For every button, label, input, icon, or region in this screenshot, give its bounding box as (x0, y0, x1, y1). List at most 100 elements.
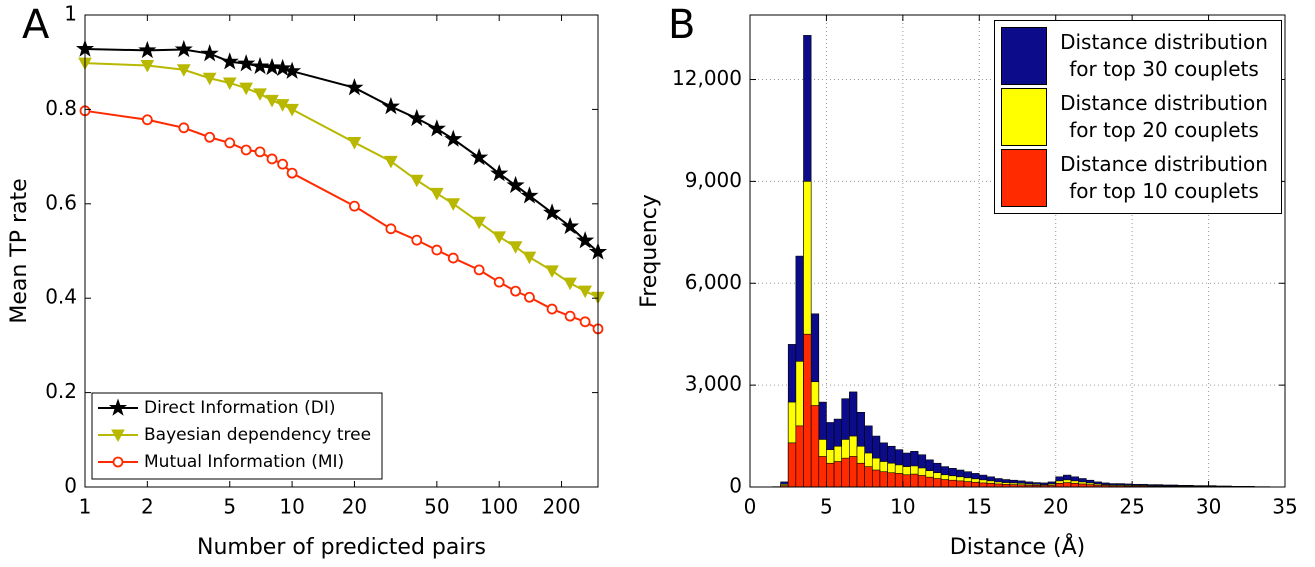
marker (470, 148, 489, 166)
marker (522, 251, 537, 265)
legend-entry: Distance distribution for top 10 couplet… (1001, 149, 1275, 207)
legend-label: Distance distribution for top 30 couplet… (1060, 30, 1268, 81)
x-tick-label: 2 (141, 495, 154, 519)
marker (576, 231, 595, 249)
marker (579, 316, 591, 328)
marker (543, 203, 562, 221)
y-axis-label: Frequency (637, 194, 662, 308)
y-tick-label: 9,000 (685, 168, 742, 192)
histogram-bar (978, 482, 988, 488)
legend-swatch (1001, 149, 1047, 207)
series-line (84, 109, 599, 330)
x-tick-label: 15 (967, 495, 992, 519)
y-tick-label: 3,000 (685, 372, 742, 396)
marker (273, 58, 292, 77)
histogram-bar (986, 482, 995, 488)
marker (262, 57, 282, 76)
histogram-bar (902, 474, 911, 488)
histogram-bar (871, 469, 881, 488)
y-tick-label: 12,000 (672, 66, 742, 90)
x-tick-label: 1 (79, 495, 92, 519)
marker (447, 252, 459, 264)
histogram-bar (795, 425, 804, 488)
histogram-bar (948, 479, 957, 488)
marker (345, 78, 364, 96)
marker (222, 77, 237, 91)
marker (492, 231, 507, 244)
marker (347, 136, 362, 150)
histogram-bar (910, 473, 919, 488)
histogram-bar (940, 479, 950, 488)
legend-swatch (1001, 88, 1047, 146)
plot-frame (749, 14, 1286, 488)
marker (493, 276, 505, 288)
histogram-bar (803, 333, 812, 488)
x-axis-label: Number of predicted pairs (197, 535, 486, 560)
histogram-bar (856, 462, 865, 488)
marker (176, 64, 191, 77)
marker (578, 285, 592, 299)
y-tick-label: 0 (64, 474, 77, 498)
marker (564, 310, 576, 322)
marker (349, 200, 360, 212)
legend: Distance distribution for top 30 couplet… (994, 20, 1282, 214)
marker (546, 303, 558, 315)
histogram-bar (933, 478, 942, 488)
histogram-bar (841, 457, 850, 488)
marker (220, 52, 239, 70)
marker (204, 131, 216, 143)
marker (545, 265, 559, 278)
histogram-bar (879, 471, 888, 488)
histogram-bar (963, 481, 972, 488)
marker (444, 129, 463, 147)
marker (384, 155, 398, 169)
x-tick-label: 20 (1043, 495, 1068, 519)
histogram-bar (917, 475, 927, 488)
marker (524, 291, 535, 303)
marker (427, 119, 446, 137)
y-tick-label: 6,000 (685, 270, 742, 294)
histogram-bar (971, 481, 980, 488)
x-tick-label: 35 (1272, 495, 1297, 519)
series-line (84, 47, 599, 253)
marker (385, 223, 397, 235)
legend-swatch (1001, 27, 1047, 85)
marker (286, 167, 298, 179)
marker (138, 40, 157, 59)
marker (446, 198, 461, 211)
marker (285, 103, 299, 117)
x-tick-label: 10 (279, 495, 304, 519)
x-tick-label: 100 (480, 495, 518, 519)
marker (490, 164, 509, 182)
histogram-bar (894, 473, 904, 488)
legend-entry: Distance distribution for top 20 couplet… (1001, 88, 1275, 146)
x-tick-label: 0 (744, 495, 757, 519)
marker (561, 216, 580, 235)
marker (510, 285, 521, 297)
legend-label: Direct Information (DI) (144, 398, 335, 418)
marker (472, 216, 486, 230)
marker (224, 137, 236, 149)
histogram-bar (787, 442, 797, 488)
panel-label: A (22, 2, 50, 48)
marker (174, 39, 193, 58)
x-tick-label: 5 (223, 495, 236, 519)
histogram-bar (956, 480, 965, 488)
legend-marker (111, 429, 125, 443)
marker (430, 187, 444, 201)
histogram-bar (887, 472, 896, 488)
marker (275, 99, 290, 112)
histogram-bar (849, 456, 858, 488)
legend-label: Distance distribution for top 20 couplet… (1060, 91, 1268, 142)
x-tick-label: 50 (424, 495, 449, 519)
histogram-bar (810, 405, 820, 488)
marker (202, 72, 217, 86)
x-tick-label: 30 (1196, 495, 1221, 519)
marker (265, 94, 279, 108)
y-tick-label: 0.2 (45, 379, 77, 403)
marker (250, 56, 270, 75)
plot-frame (84, 14, 599, 488)
histogram-bar (1063, 482, 1072, 488)
